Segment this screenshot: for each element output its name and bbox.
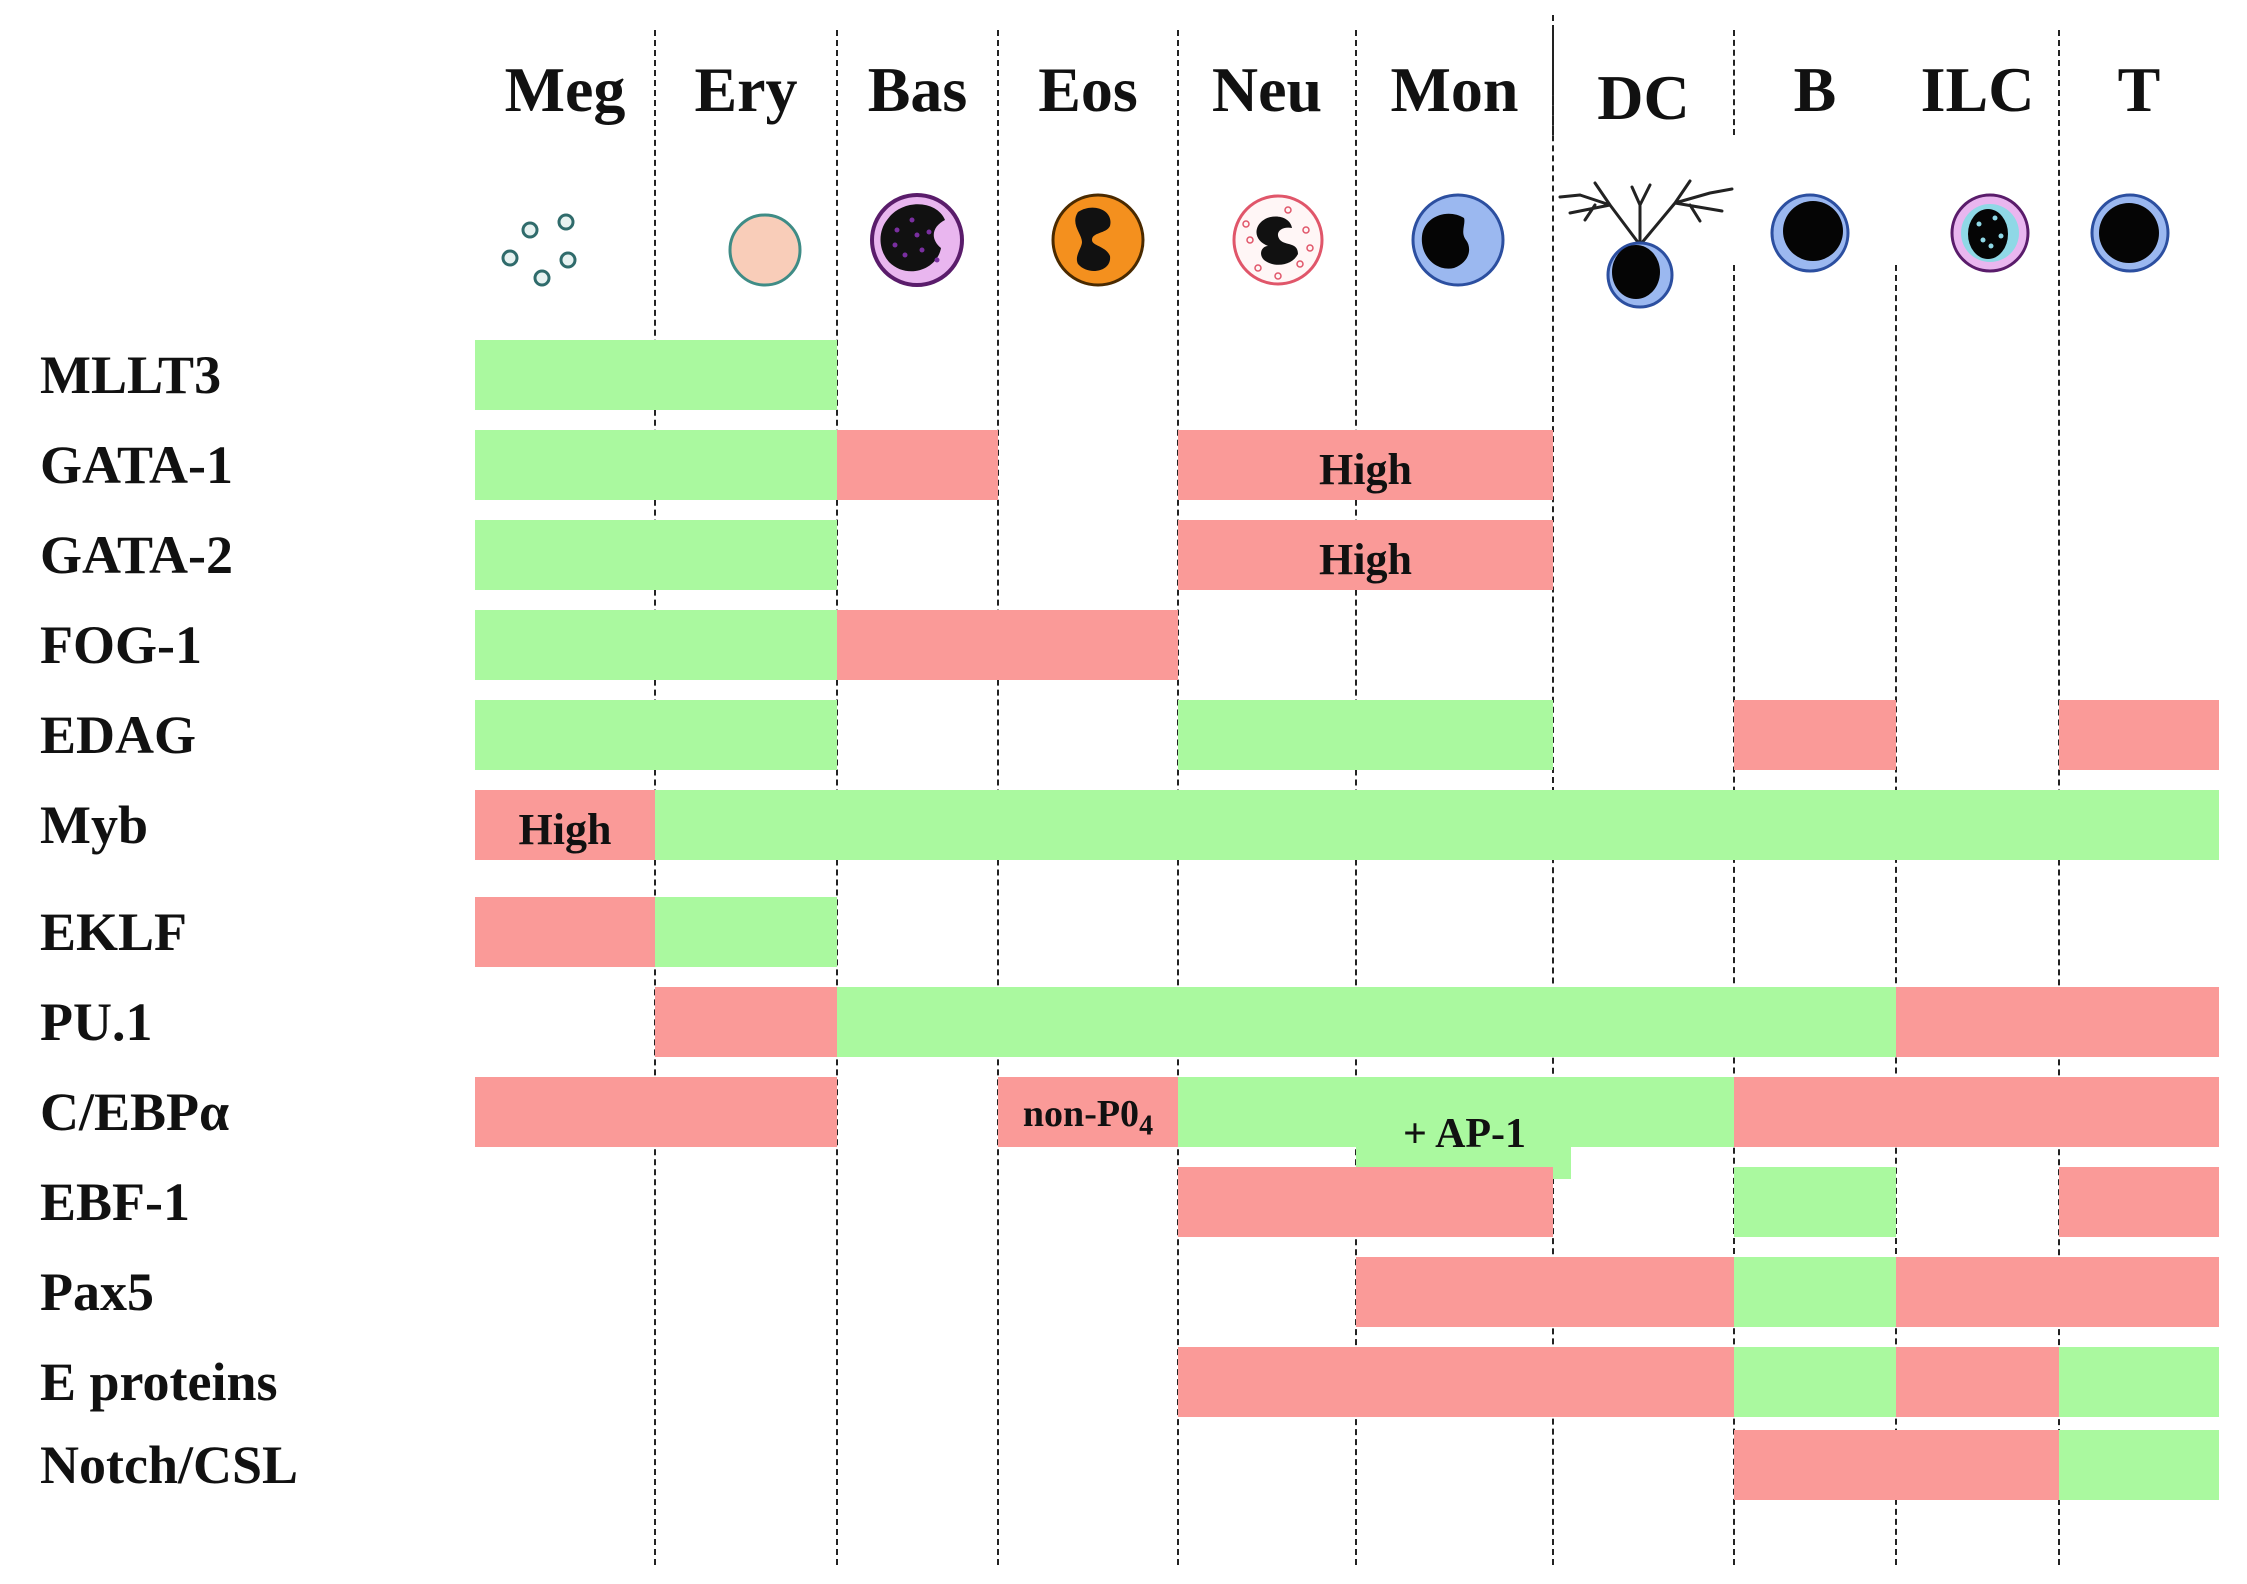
bar-gata-1-required (475, 430, 837, 500)
ilc-icon (1950, 193, 2030, 273)
bar-c-ebp--repressive (998, 1077, 1178, 1147)
row-label-pax5: Pax5 (40, 1262, 154, 1322)
column-label-mon: Mon (1390, 54, 1519, 125)
row-label-mllt3: MLLT3 (40, 345, 222, 405)
bar-pu-1-repressive (1896, 987, 2219, 1057)
column-label-neu: Neu (1211, 54, 1323, 125)
column-separator (1895, 265, 1897, 1565)
bar-note: + AP-1 (1366, 1113, 1563, 1155)
bar-c-ebpa-ap1-tab (1356, 1097, 1571, 1179)
row-label-e-proteins: E proteins (40, 1352, 278, 1412)
bar-fog-1-repressive (837, 610, 1178, 680)
bar-e-proteins-required (2059, 1347, 2219, 1417)
column-label-bas: Bas (867, 54, 968, 125)
bar-note-text: + AP-1 (1402, 1111, 1527, 1157)
bar-ebf-1-repressive (2059, 1167, 2219, 1237)
row-label-edag: EDAG (40, 705, 197, 765)
bar-mllt3-required (475, 340, 837, 410)
bar-gata-1-repressive (837, 430, 998, 500)
bar-pax5-repressive (1896, 1257, 2219, 1327)
row-label-c-ebp-: C/EBPα (40, 1082, 230, 1142)
bar-edag-required (475, 700, 837, 770)
row-label-myb: Myb (40, 795, 148, 855)
bar-pu-1-required (837, 987, 1896, 1057)
basophil-icon (870, 193, 964, 287)
bar-edag-repressive (2059, 700, 2219, 770)
bar-note: High (1178, 538, 1553, 582)
column-label-t: T (2117, 54, 2161, 125)
monocyte-icon (1411, 193, 1505, 287)
column-label-b: B (1793, 54, 1837, 125)
column-label-eos: Eos (1038, 54, 1138, 125)
bar-note-text: High (518, 805, 612, 854)
bar-edag-required (1178, 700, 1553, 770)
column-label-ilc: ILC (1920, 54, 2035, 125)
neutrophil-icon (1232, 194, 1324, 286)
bar-pax5-repressive (1356, 1257, 1734, 1327)
bar-notch-csl-repressive (1734, 1430, 2059, 1500)
t-cell-icon (2090, 193, 2170, 273)
dendritic-cell-icon (1558, 179, 1734, 309)
bar-gata-2-repressive (1178, 520, 1553, 590)
bar-pax5-required (1734, 1257, 1896, 1327)
row-label-gata-2: GATA-2 (40, 525, 233, 585)
bar-note-text: non-P0 (1022, 1093, 1140, 1135)
bar-note: High (475, 808, 655, 852)
bar-e-proteins-repressive (1896, 1347, 2059, 1417)
column-label-ery: Ery (694, 54, 798, 125)
bar-fog-1-required (475, 610, 837, 680)
column-separator-top (1552, 30, 1554, 135)
row-label-gata-1: GATA-1 (40, 435, 233, 495)
bar-c-ebp--repressive (1734, 1077, 2219, 1147)
row-label-eklf: EKLF (40, 902, 188, 962)
bar-note: non-P04 (998, 1095, 1178, 1141)
bar-eklf-repressive (475, 897, 655, 967)
bar-note-text: High (1319, 445, 1412, 494)
bar-ebf-1-required (1734, 1167, 1896, 1237)
bar-note: High (1178, 448, 1553, 492)
bar-e-proteins-required (1734, 1347, 1896, 1417)
bar-note-subscript: 4 (1139, 1110, 1154, 1142)
bar-eklf-required (655, 897, 837, 967)
bar-gata-2-required (475, 520, 837, 590)
bar-myb-required (655, 790, 2219, 860)
bar-myb-repressive (475, 790, 655, 860)
eosinophil-icon (1051, 193, 1145, 287)
bar-notch-csl-required (2059, 1430, 2219, 1500)
row-label-pu-1: PU.1 (40, 992, 153, 1052)
bar-e-proteins-repressive (1178, 1347, 1734, 1417)
bar-edag-repressive (1734, 700, 1896, 770)
bar-note-text: High (1319, 535, 1412, 584)
bar-pu-1-repressive (655, 987, 837, 1057)
row-label-ebf-1: EBF-1 (40, 1172, 191, 1232)
row-label-notch-csl: Notch/CSL (40, 1435, 299, 1495)
bar-ebf-1-repressive (1178, 1167, 1553, 1237)
bar-c-ebp--repressive (475, 1077, 837, 1147)
b-cell-icon (1770, 193, 1850, 273)
bar-gata-1-repressive (1178, 430, 1553, 500)
row-label-fog-1: FOG-1 (40, 615, 202, 675)
column-separator (1733, 265, 1735, 1565)
column-separator-top (1733, 30, 1735, 135)
erythrocyte-icon (728, 213, 802, 287)
platelets-icon (501, 213, 577, 287)
column-label-meg: Meg (504, 54, 626, 125)
column-label-dc: DC (1597, 62, 1690, 133)
